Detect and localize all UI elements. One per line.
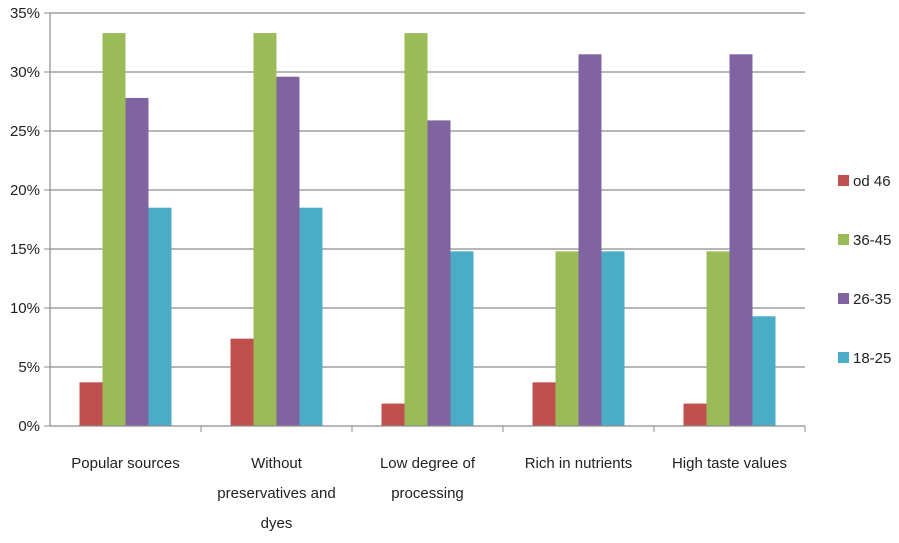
bar-26-35	[427, 120, 451, 426]
y-tick-labels: 0% 5% 10% 15% 20% 25% 30% 35%	[10, 5, 40, 435]
x-category-label-line: Low degree of	[380, 455, 476, 472]
x-category-label: Low degree of processing	[380, 455, 476, 502]
bar-od-46	[683, 403, 707, 426]
y-tick-label: 5%	[18, 359, 40, 376]
legend-label: 26-35	[853, 291, 891, 308]
legend-swatch	[838, 175, 849, 186]
y-tick-label: 35%	[10, 5, 40, 22]
bar-36-45	[706, 251, 730, 426]
x-category-label: High taste values	[672, 455, 787, 472]
legend-swatch	[838, 352, 849, 363]
x-category-label-line: dyes	[261, 515, 293, 532]
x-category-label: Rich in nutrients	[525, 455, 633, 472]
bar-26-35	[729, 54, 753, 427]
bar-18-25	[450, 251, 474, 426]
x-category-label-line: Rich in nutrients	[525, 455, 633, 472]
x-category-label-line: Popular sources	[71, 455, 179, 472]
legend: od 46 36-45 26-35 18-25	[838, 173, 891, 367]
x-category-label: Popular sources	[71, 455, 179, 472]
y-tick-label: 0%	[18, 418, 40, 435]
x-category-label-line: processing	[391, 485, 464, 502]
y-tick-label: 20%	[10, 182, 40, 199]
bar-od-46	[381, 403, 405, 426]
bar-od-46	[532, 382, 556, 426]
x-category-label-line: Without	[251, 455, 303, 472]
legend-label: 36-45	[853, 232, 891, 249]
legend-swatch	[838, 293, 849, 304]
bar-18-25	[752, 316, 776, 426]
bar-od-46	[230, 338, 254, 426]
y-tick-label: 10%	[10, 300, 40, 317]
legend-label: od 46	[853, 173, 891, 190]
axes	[49, 13, 806, 432]
bar-36-45	[404, 33, 428, 427]
bar-36-45	[102, 33, 126, 427]
bar-18-25	[299, 207, 323, 426]
bar-od-46	[79, 382, 103, 426]
bar-36-45	[555, 251, 579, 426]
bar-26-35	[578, 54, 602, 427]
bar-26-35	[125, 97, 149, 427]
x-category-labels: Popular sources Without preservatives and d…	[71, 455, 787, 532]
x-category-label-line: High taste values	[672, 455, 787, 472]
bar-36-45	[253, 33, 277, 427]
bar-18-25	[148, 207, 172, 426]
y-tick-label: 30%	[10, 64, 40, 81]
bar-26-35	[276, 76, 300, 426]
y-tick-label: 15%	[10, 241, 40, 258]
bar-18-25	[601, 251, 625, 426]
x-category-label-line: preservatives and	[217, 485, 335, 502]
legend-label: 18-25	[853, 350, 891, 367]
y-tick-label: 25%	[10, 123, 40, 140]
bars	[79, 33, 776, 427]
legend-swatch	[838, 234, 849, 245]
x-category-label: Without preservatives and dyes	[217, 455, 335, 532]
